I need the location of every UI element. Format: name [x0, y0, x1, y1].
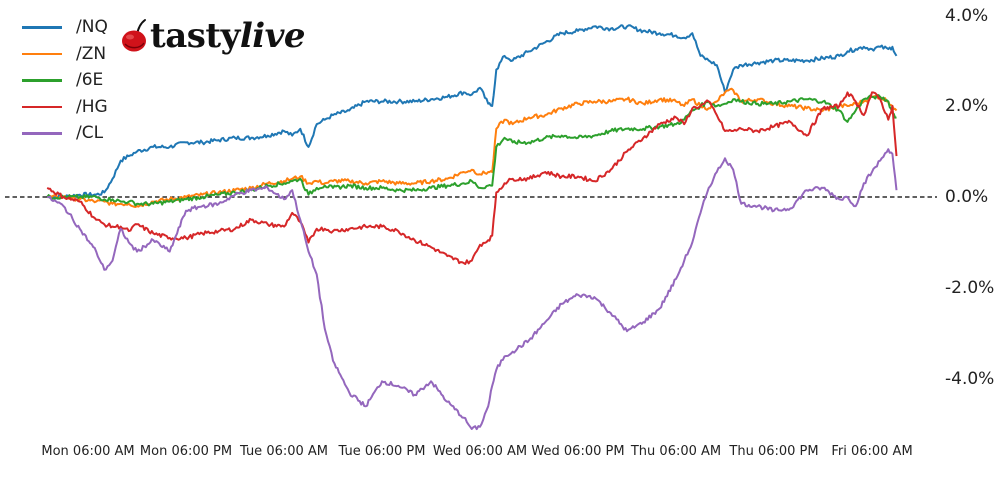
legend-label-6e: /6E [76, 70, 104, 91]
legend-item-cl: /CL [22, 120, 108, 147]
legend-label-zn: /ZN [76, 43, 107, 64]
x-tick-label: Fri 06:00 AM [831, 444, 913, 459]
legend-swatch-hg [22, 105, 62, 108]
x-tick-label: Wed 06:00 PM [531, 444, 625, 459]
x-tick-label: Wed 06:00 AM [432, 444, 528, 459]
y-tick-label: 2.0% [945, 96, 989, 116]
legend-label-cl: /CL [76, 123, 104, 144]
series-line-zn [47, 87, 898, 208]
legend-swatch-nq [22, 26, 62, 29]
y-tick-label: -4.0% [945, 369, 995, 389]
legend-label-hg: /HG [76, 96, 108, 117]
x-tick-label: Tue 06:00 AM [239, 444, 329, 459]
series-line-nq [47, 24, 898, 200]
brand-name-part2: live [239, 16, 306, 56]
legend-swatch-6e [22, 79, 62, 82]
chart-legend: /NQ /ZN /6E /HG /CL [22, 14, 108, 147]
series-layer [46, 24, 898, 431]
x-tick-label: Thu 06:00 AM [630, 444, 722, 459]
brand-name: tastylive [150, 16, 306, 56]
y-tick-label: 0.0% [945, 187, 989, 207]
legend-item-hg: /HG [22, 94, 108, 121]
series-line-hg [46, 91, 898, 265]
legend-label-nq: /NQ [76, 17, 108, 38]
y-tick-label: -2.0% [945, 278, 995, 298]
x-tick-label: Mon 06:00 AM [41, 444, 135, 459]
legend-swatch-cl [22, 132, 62, 135]
legend-item-nq: /NQ [22, 14, 108, 41]
series-line-6e [46, 94, 897, 207]
y-tick-label: 4.0% [945, 6, 989, 26]
x-tick-label: Tue 06:00 PM [338, 444, 426, 459]
legend-swatch-zn [22, 52, 62, 55]
cherry-icon [122, 19, 146, 52]
tastylive-logo: tastylive [120, 16, 306, 56]
legend-item-6e: /6E [22, 67, 108, 94]
x-tick-label: Thu 06:00 PM [729, 444, 819, 459]
x-tick-label: Mon 06:00 PM [139, 444, 233, 459]
brand-name-part1: tasty [150, 16, 240, 56]
series-line-cl [47, 148, 898, 431]
legend-item-zn: /ZN [22, 41, 108, 68]
